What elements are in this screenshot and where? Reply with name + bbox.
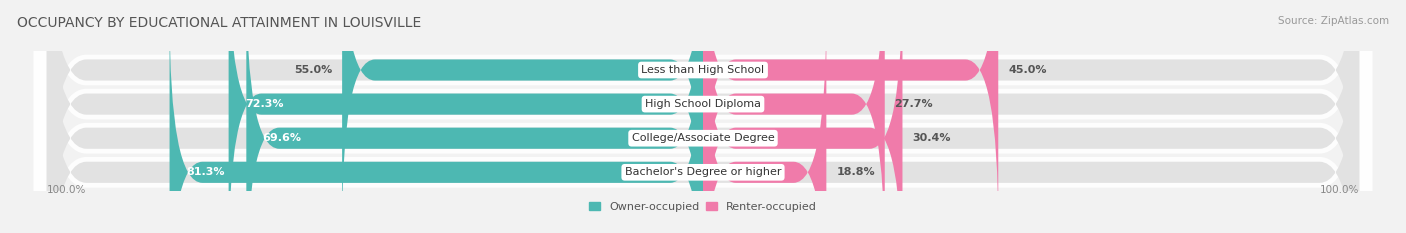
FancyBboxPatch shape [34,0,1372,233]
FancyBboxPatch shape [703,0,884,233]
FancyBboxPatch shape [34,0,1372,233]
Text: College/Associate Degree: College/Associate Degree [631,133,775,143]
FancyBboxPatch shape [703,12,827,233]
Text: 55.0%: 55.0% [294,65,332,75]
Text: OCCUPANCY BY EDUCATIONAL ATTAINMENT IN LOUISVILLE: OCCUPANCY BY EDUCATIONAL ATTAINMENT IN L… [17,16,422,30]
Text: 72.3%: 72.3% [245,99,284,109]
Text: 100.0%: 100.0% [1320,185,1360,195]
Text: 81.3%: 81.3% [186,167,225,177]
FancyBboxPatch shape [46,0,1360,233]
Text: 69.6%: 69.6% [263,133,302,143]
FancyBboxPatch shape [703,0,998,230]
Text: 30.4%: 30.4% [912,133,950,143]
FancyBboxPatch shape [46,0,1360,233]
FancyBboxPatch shape [34,0,1372,233]
Text: Bachelor's Degree or higher: Bachelor's Degree or higher [624,167,782,177]
Text: High School Diploma: High School Diploma [645,99,761,109]
Text: 100.0%: 100.0% [46,185,86,195]
Legend: Owner-occupied, Renter-occupied: Owner-occupied, Renter-occupied [585,197,821,216]
Text: 27.7%: 27.7% [894,99,934,109]
Text: Source: ZipAtlas.com: Source: ZipAtlas.com [1278,16,1389,26]
FancyBboxPatch shape [246,0,703,233]
Text: 45.0%: 45.0% [1008,65,1046,75]
FancyBboxPatch shape [342,0,703,230]
Text: Less than High School: Less than High School [641,65,765,75]
FancyBboxPatch shape [703,0,903,233]
Text: 18.8%: 18.8% [837,167,875,177]
FancyBboxPatch shape [34,0,1372,233]
FancyBboxPatch shape [229,0,703,233]
FancyBboxPatch shape [170,12,703,233]
FancyBboxPatch shape [46,0,1360,233]
FancyBboxPatch shape [46,0,1360,233]
